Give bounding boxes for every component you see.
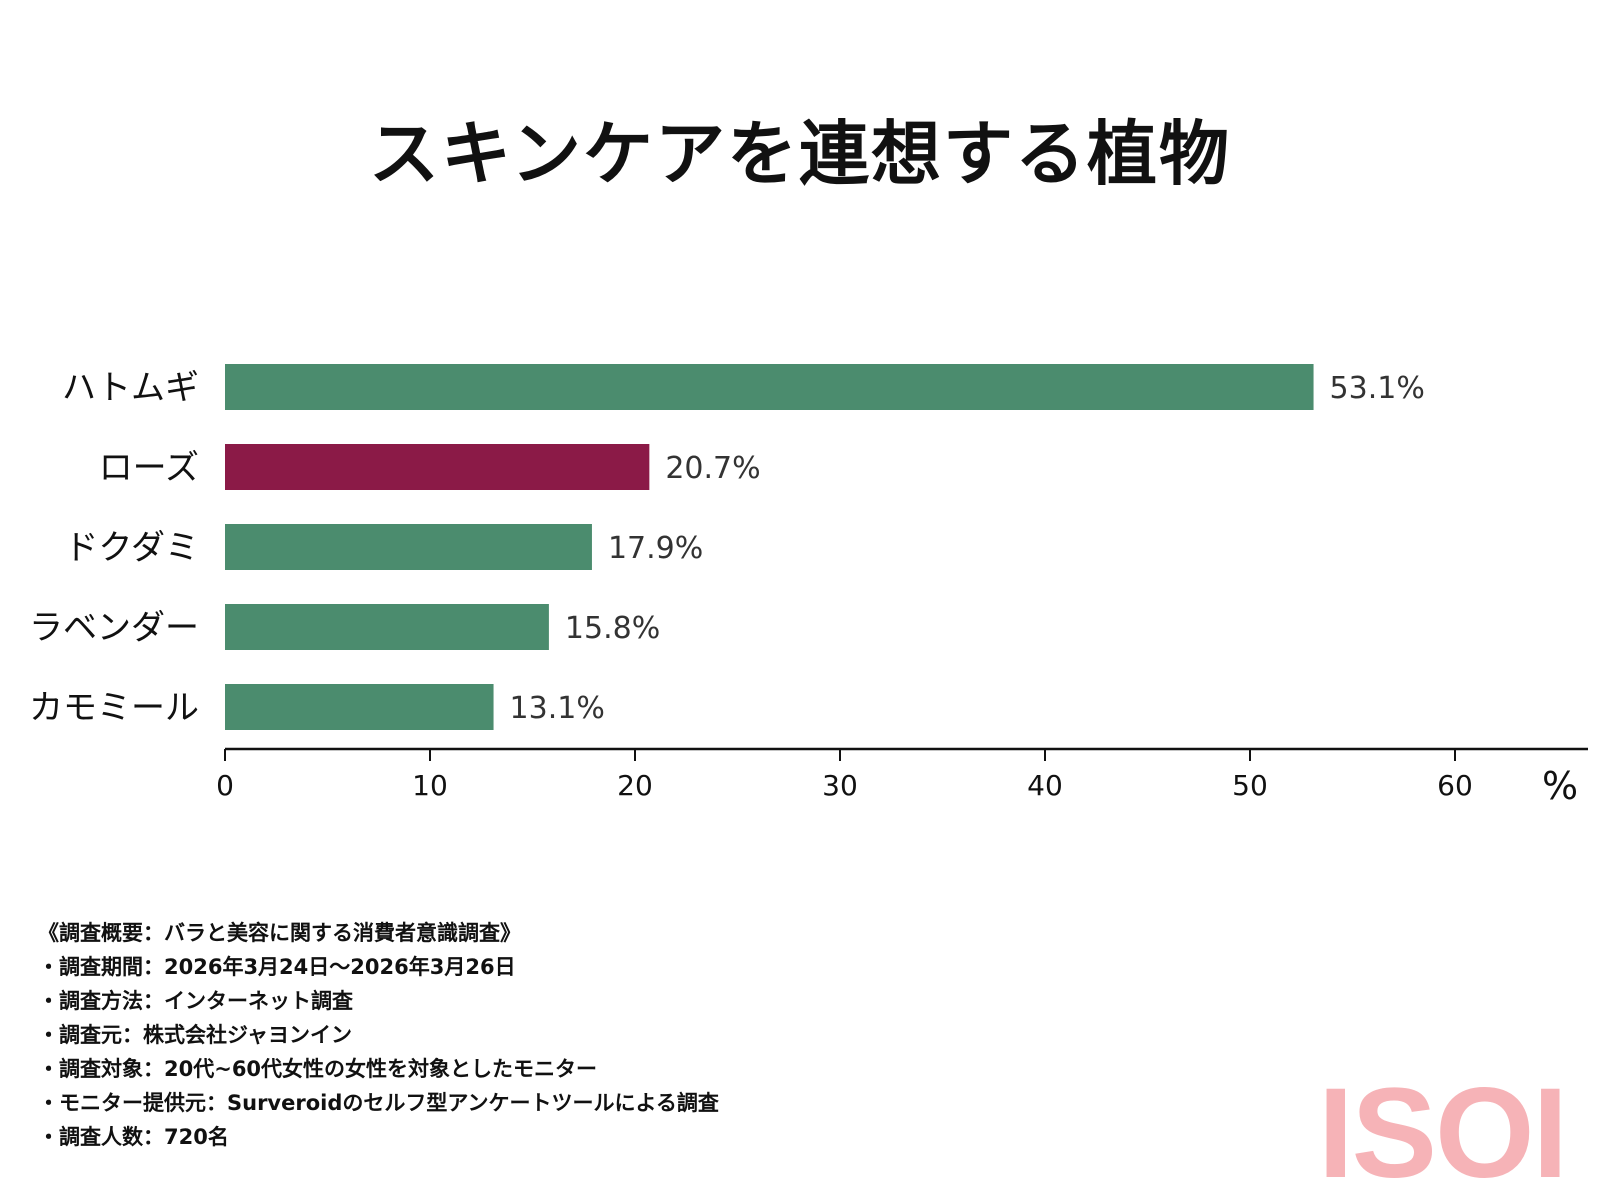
note-line: ・モニター提供元：Surveroidのセルフ型アンケートツールによる調査 [38, 1091, 719, 1115]
note-line: ・調査人数：720名 [38, 1125, 229, 1149]
chart-title: スキンケアを連想する植物 [369, 113, 1231, 195]
bar [225, 444, 650, 490]
category-label: カモミール [29, 688, 199, 728]
note-line: ・調査期間：2026年3月24日～2026年3月26日 [38, 955, 516, 979]
data-label: 53.1% [1330, 371, 1425, 406]
category-label: ドクダミ [64, 528, 199, 568]
data-label: 17.9% [608, 531, 703, 566]
data-label: 13.1% [510, 691, 605, 726]
x-tick-label: 40 [1027, 769, 1063, 802]
bar [225, 684, 494, 730]
note-line: ・調査方法：インターネット調査 [38, 989, 353, 1013]
note-line: 《調査概要：バラと美容に関する消費者意識調査》 [38, 921, 521, 945]
x-tick-label: 10 [412, 769, 448, 802]
x-tick-label: 0 [216, 769, 234, 802]
bar [225, 364, 1314, 410]
x-tick-label: 50 [1232, 769, 1268, 802]
data-label: 20.7% [665, 451, 760, 486]
x-tick-label: 20 [617, 769, 653, 802]
category-label: ローズ [99, 448, 199, 488]
bar-chart: ハトムギ 53.1% ローズ 20.7% ドクダミ 17.9% ラベンダー 15.8% カモミー… [29, 364, 1588, 808]
note-line: ・調査対象：20代~60代女性の女性を対象としたモニター [38, 1057, 598, 1081]
bar [225, 524, 592, 570]
x-axis-unit: % [1542, 764, 1578, 808]
x-tick-label: 60 [1437, 769, 1473, 802]
note-line: ・調査元：株式会社ジャヨンイン [38, 1023, 352, 1047]
isoi-logo: ISOI [1318, 1062, 1568, 1200]
data-label: 15.8% [565, 611, 660, 646]
survey-notes: 《調査概要：バラと美容に関する消費者意識調査》 ・調査期間：2026年3月24日… [38, 916, 719, 1154]
category-label: ラベンダー [29, 608, 199, 648]
x-tick-label: 30 [822, 769, 858, 802]
category-label: ハトムギ [62, 368, 199, 408]
bar [225, 604, 549, 650]
